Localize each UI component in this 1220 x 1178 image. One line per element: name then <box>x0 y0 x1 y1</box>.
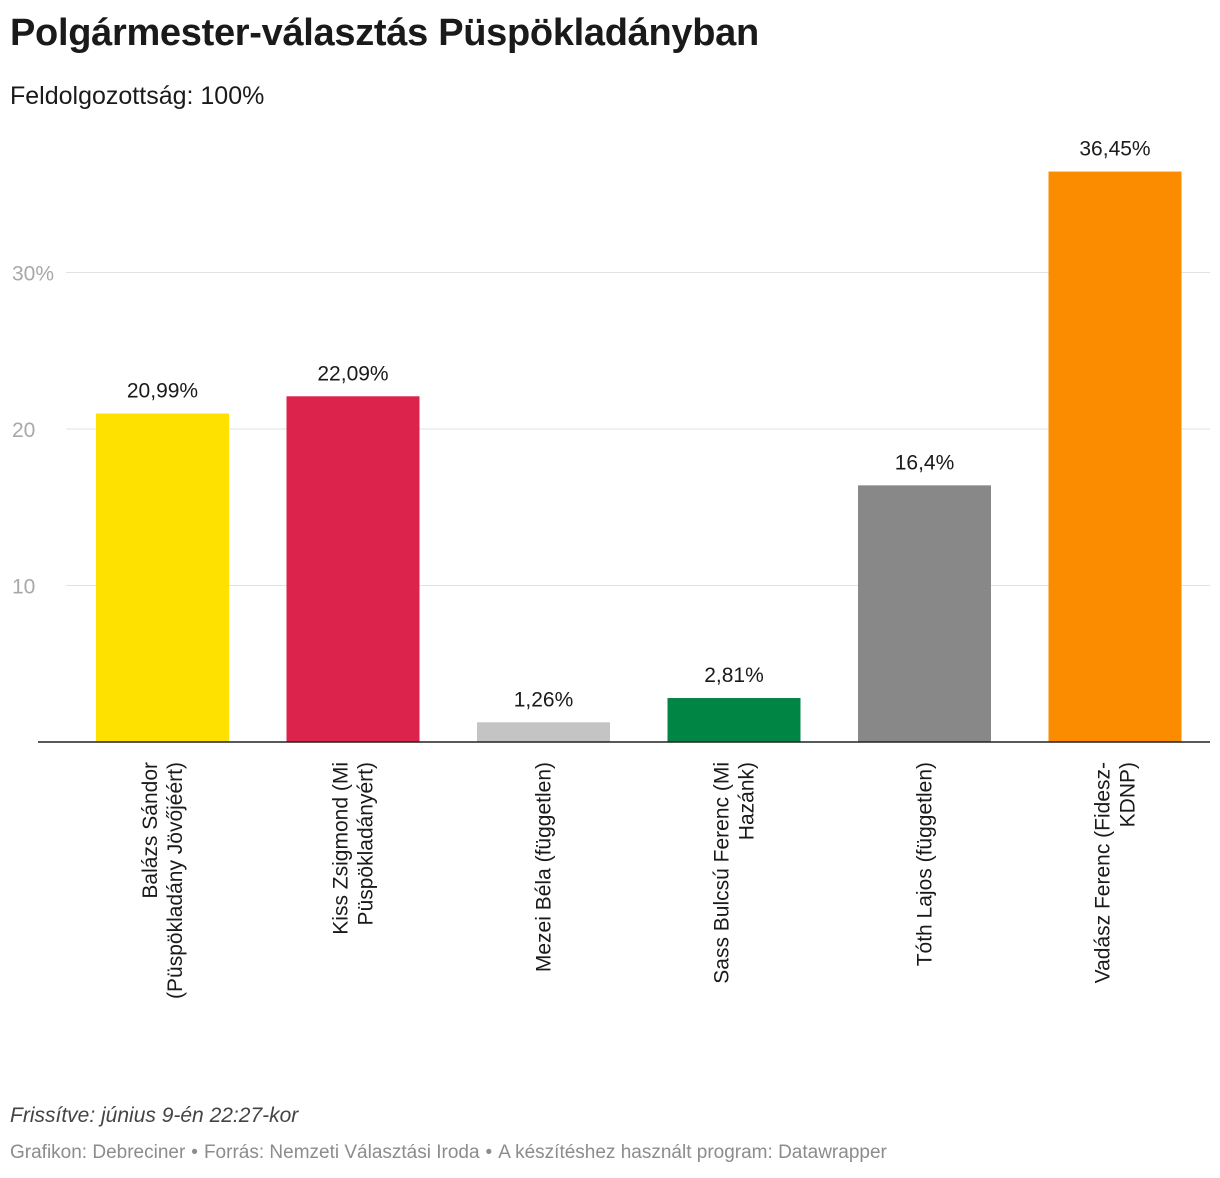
x-tick-label-line: Mezei Béla (független) <box>533 762 556 972</box>
credit-separator: • <box>485 1142 493 1163</box>
x-tick-label: Vadász Ferenc (Fidesz- KDNP) <box>1092 762 1140 983</box>
x-tick-label-line: Hazánk) <box>736 762 759 840</box>
x-tick-label-line: Püspökladányért) <box>355 762 378 925</box>
x-tick-label-line: KDNP) <box>1117 762 1140 827</box>
x-tick-label: Sass Bulcsú Ferenc (Mi Hazánk) <box>711 762 759 984</box>
credit-source: Forrás: Nemzeti Választási Iroda <box>203 1142 480 1163</box>
bar-value-label: 1,26% <box>514 688 574 711</box>
bar <box>858 485 991 742</box>
bar-value-label: 2,81% <box>704 664 764 687</box>
x-tick-label-line: (Püspökladány Jövőjéért) <box>164 762 187 999</box>
x-tick-label: Balázs Sándor (Püspökladány Jövőjéért) <box>139 762 187 999</box>
bar-value-label: 36,45% <box>1079 138 1150 161</box>
bar <box>667 698 801 742</box>
x-tick-label: Mezei Béla (független) <box>533 762 556 972</box>
x-tick-label: Kiss Zsigmond (Mi Püspökladányért) <box>330 762 378 935</box>
chart-credits: Grafikon: Debreciner • Forrás: Nemzeti Vál… <box>10 1142 887 1164</box>
chart-title: Polgármester-választás Püspökladányban <box>10 12 759 54</box>
bar-value-label: 20,99% <box>127 380 198 403</box>
y-tick-label: 10 <box>12 576 35 599</box>
value-labels: 20,99% 22,09% 1,26% 2,81% 16,4% 36,45% <box>127 138 1151 712</box>
bar-value-label: 16,4% <box>895 451 955 474</box>
chart-notes: Frissítve: június 9-én 22:27-kor <box>10 1104 299 1127</box>
bar-value-label: 22,09% <box>317 362 388 385</box>
bar-chart: 10 20 30% 20,99% 22,09% 1,26% 2,81% 16,4% 36,45… <box>12 138 1210 999</box>
bar <box>477 722 610 742</box>
x-tick-label: Tóth Lajos (független) <box>914 762 937 966</box>
credit-tool: A készítéshez használt program: Datawrap… <box>498 1142 887 1163</box>
x-tick-label-line: Balázs Sándor <box>139 762 162 899</box>
y-tick-label: 30% <box>12 263 54 286</box>
x-tick-label-line: Tóth Lajos (független) <box>914 762 937 966</box>
x-axis: Balázs Sándor (Püspökladány Jövőjéért) Kis… <box>38 741 1210 999</box>
bars <box>96 171 1182 742</box>
bar <box>96 413 229 742</box>
x-tick-label-line: Vadász Ferenc (Fidesz- <box>1092 762 1115 983</box>
credit-chart: Grafikon: Debreciner <box>10 1142 186 1163</box>
y-tick-label: 20 <box>12 419 35 442</box>
gridlines: 10 20 30% <box>12 263 1210 599</box>
bar <box>286 396 420 742</box>
x-tick-label-line: Kiss Zsigmond (Mi <box>330 762 353 935</box>
bar <box>1048 171 1182 742</box>
chart-subtitle: Feldolgozottság: 100% <box>10 82 265 110</box>
x-tick-label-line: Sass Bulcsú Ferenc (Mi <box>711 762 734 984</box>
credit-separator: • <box>191 1142 198 1163</box>
